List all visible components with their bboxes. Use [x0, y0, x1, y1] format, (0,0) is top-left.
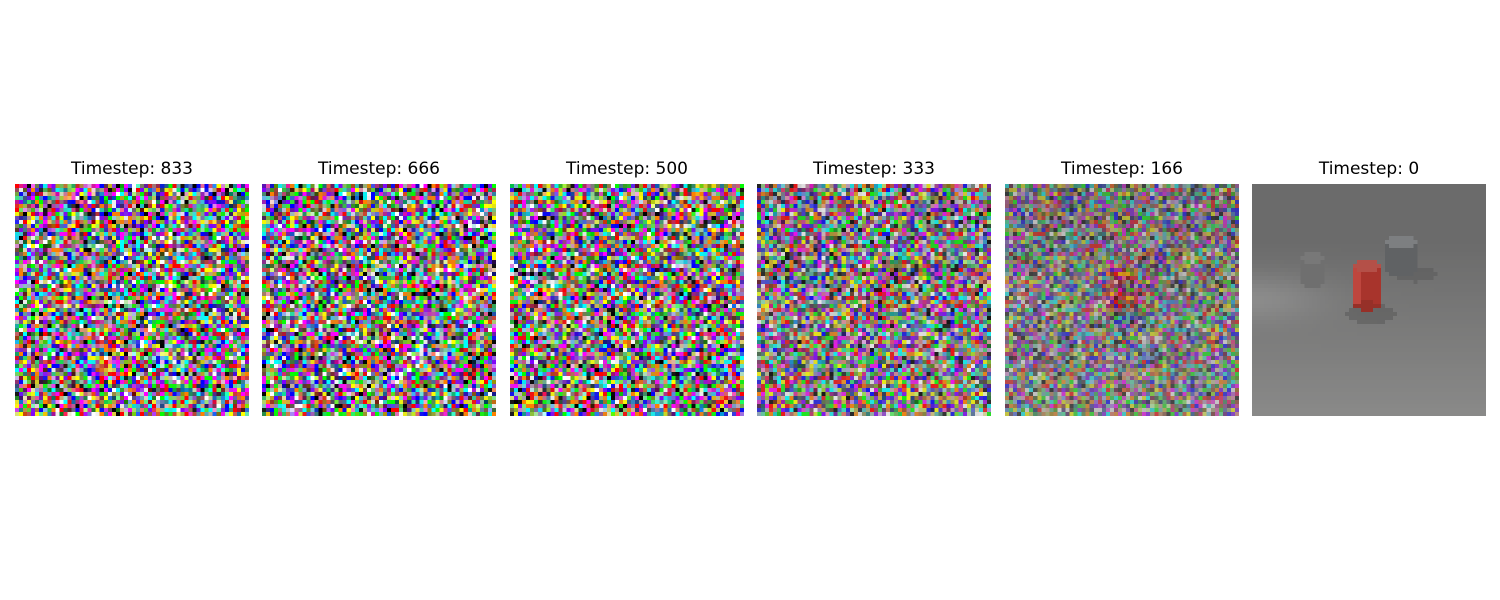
panel-timestep-333: Timestep: 333 [757, 156, 991, 418]
panel-title: Timestep: 833 [71, 159, 193, 179]
panel-image [1005, 184, 1239, 416]
panel-title: Timestep: 0 [1318, 159, 1420, 179]
panel-timestep-666: Timestep: 666 [262, 156, 496, 418]
panel-title: Timestep: 666 [318, 159, 440, 179]
panel-image [262, 184, 496, 416]
panel-timestep-833: Timestep: 833 [15, 156, 249, 418]
panel-image [15, 184, 249, 416]
panel-image [757, 184, 991, 416]
panel-title: Timestep: 333 [813, 159, 935, 179]
panel-image [1252, 184, 1486, 416]
panel-timestep-500: Timestep: 500 [510, 156, 744, 418]
panel-title: Timestep: 166 [1061, 159, 1183, 179]
panel-timestep-0: Timestep: 0 [1252, 156, 1486, 418]
panel-image [510, 184, 744, 416]
panel-title: Timestep: 500 [566, 159, 688, 179]
panel-timestep-166: Timestep: 166 [1005, 156, 1239, 418]
